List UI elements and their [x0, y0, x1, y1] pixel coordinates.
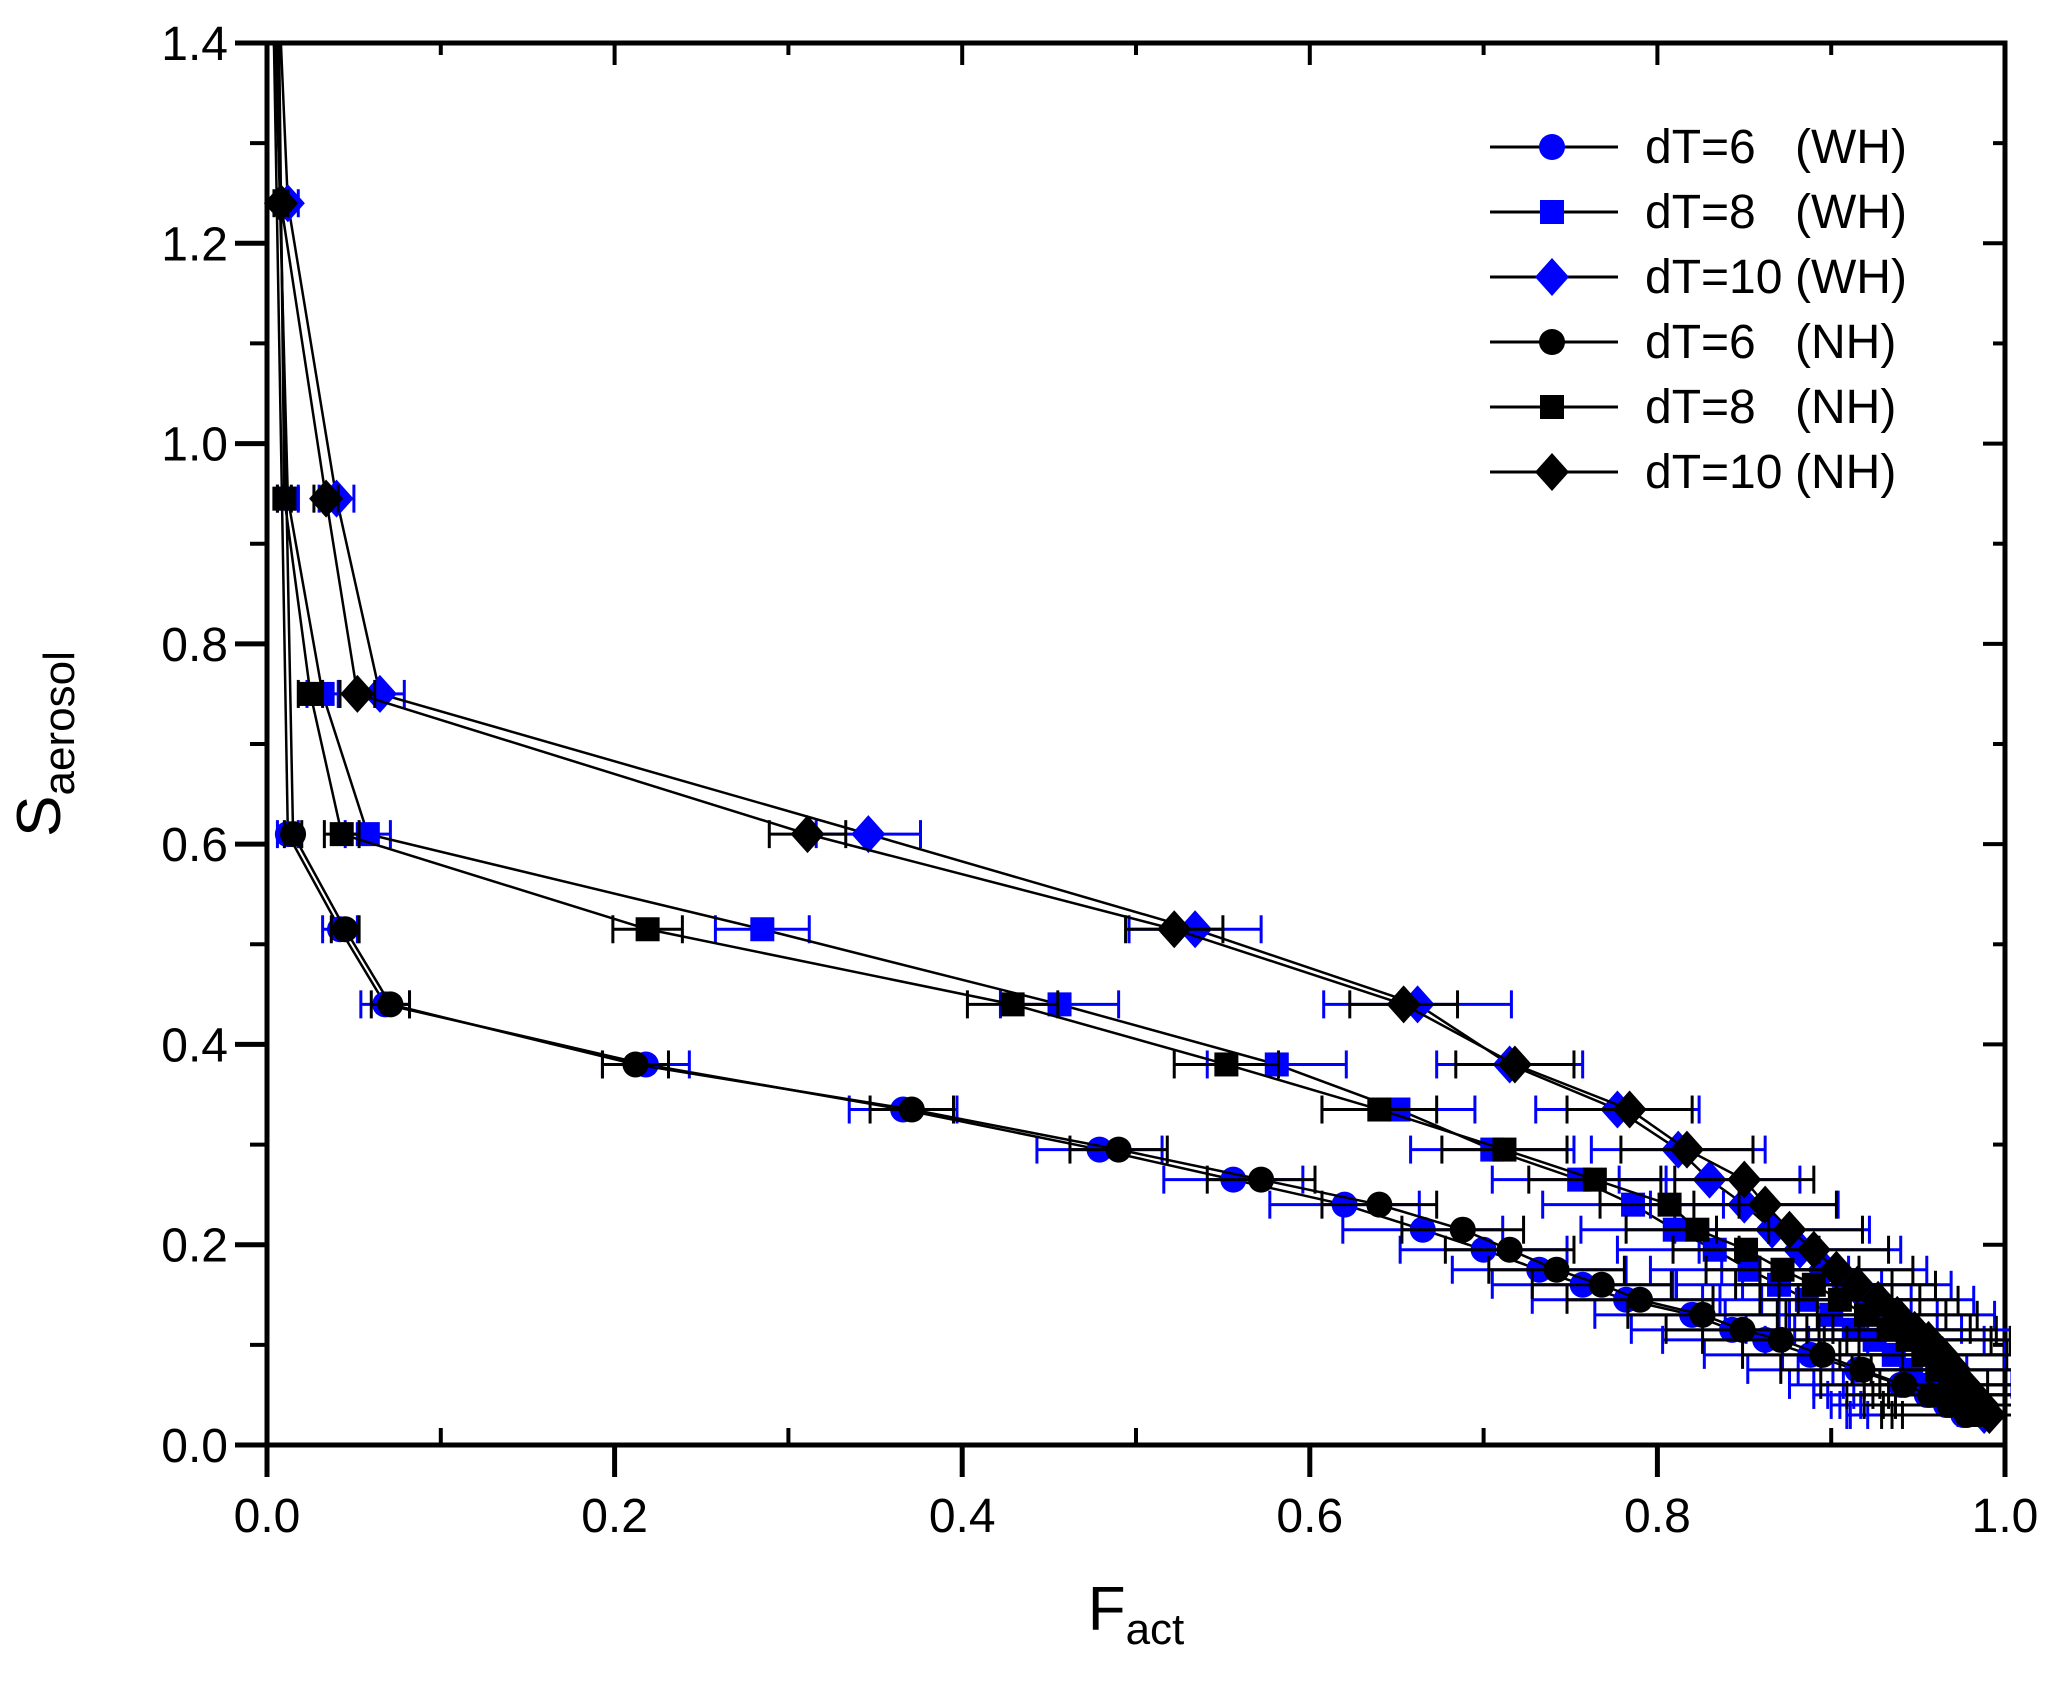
data-point-dT6-NH [1689, 1301, 1716, 1328]
legend-label-dt: dT=8 [1645, 186, 1756, 239]
y-tick-label: 0.2 [161, 1220, 228, 1273]
y-axis-label: Saerosol [5, 651, 84, 837]
legend-label-dt: dT=6 [1645, 121, 1756, 174]
data-point-dT10-NH [1157, 910, 1192, 949]
data-point-dT6-NH [377, 991, 404, 1018]
data-point-dT10-NH [309, 479, 344, 518]
legend-item-dT10-NH: dT=10 (NH) [1490, 446, 1896, 499]
data-point-dT8-WH [750, 917, 775, 942]
data-point-dT6-NH [1809, 1341, 1836, 1368]
data-point-dT10-NH [1386, 985, 1421, 1024]
data-point-dT6-NH [622, 1051, 649, 1078]
legend-label-group: (NH) [1795, 316, 1896, 369]
data-point-dT10-NH [1796, 1230, 1831, 1269]
legend: dT=6 (WH)dT=8 (WH)dT=10 (WH)dT=6 (NH)dT=8 (NH… [1490, 121, 1907, 499]
series-dT6-NH [276, 42, 2011, 1429]
y-tick-label: 1.2 [161, 218, 228, 271]
data-point-dT6-NH [1543, 1256, 1570, 1283]
circle-legend-icon [1539, 329, 1565, 355]
x-tick-label: 0.2 [581, 1490, 648, 1543]
data-point-dT8-NH [1367, 1097, 1392, 1122]
data-point-dT6-NH [1366, 1191, 1393, 1218]
data-point-dT10-NH [340, 674, 375, 713]
x-tick-label: 0.0 [234, 1490, 301, 1543]
legend-label-dt: dT=8 [1645, 381, 1756, 434]
y-tick-label: 0.4 [161, 1019, 228, 1072]
data-point-dT8-NH [272, 486, 297, 511]
diamond-legend-icon [1535, 453, 1569, 491]
legend-label-dt: dT=10 [1645, 446, 1782, 499]
data-point-dT10-NH [1727, 1160, 1762, 1199]
data-point-dT8-NH [1000, 992, 1025, 1017]
x-tick-label: 0.8 [1624, 1490, 1691, 1543]
data-point-dT10-NH [1748, 1185, 1783, 1224]
data-point-dT8-NH [298, 681, 323, 706]
data-point-dT10-NH [1772, 1210, 1807, 1249]
data-point-dT10-NH [1972, 1395, 2007, 1434]
data-point-dT10-WH [851, 815, 886, 854]
data-point-dT10-NH [263, 184, 298, 223]
data-point-dT6-NH [280, 821, 307, 848]
legend-item-dT6-WH: dT=6 (WH) [1490, 121, 1907, 174]
y-tick-label: 0.0 [161, 1420, 228, 1473]
legend-label-group: (NH) [1795, 381, 1896, 434]
data-point-dT8-NH [1685, 1217, 1710, 1242]
y-tick-label: 1.0 [161, 419, 228, 472]
data-point-dT6-NH [332, 916, 359, 943]
legend-label-group: (WH) [1795, 186, 1907, 239]
circle-legend-icon [1539, 134, 1565, 160]
data-point-dT10-NH [790, 815, 825, 854]
legend-label-dt: dT=10 [1645, 251, 1782, 304]
data-point-dT10-NH [1819, 1250, 1854, 1289]
data-point-dT8-NH [1582, 1167, 1607, 1192]
legend-label-group: (WH) [1795, 251, 1907, 304]
x-axis-label: Fact [1088, 1575, 1185, 1654]
data-point-dT10-NH [1612, 1090, 1647, 1129]
data-point-dT6-NH [1496, 1236, 1523, 1263]
y-tick-label: 1.4 [161, 18, 228, 71]
legend-label-dt: dT=6 [1645, 316, 1756, 369]
legend-label-group: (WH) [1795, 121, 1907, 174]
legend-item-dT6-NH: dT=6 (NH) [1490, 316, 1896, 369]
legend-item-dT10-WH: dT=10 (WH) [1490, 251, 1907, 304]
square-legend-icon [1540, 395, 1564, 419]
data-point-dT6-NH [1588, 1271, 1615, 1298]
data-point-dT10-NH [1840, 1265, 1875, 1304]
x-tick-label: 0.6 [1276, 1490, 1343, 1543]
data-point-dT10-NH [1669, 1130, 1704, 1169]
data-point-dT8-NH [329, 822, 354, 847]
data-point-dT8-NH [635, 917, 660, 942]
diamond-legend-icon [1535, 258, 1569, 296]
data-point-dT6-NH [1248, 1166, 1275, 1193]
legend-item-dT8-NH: dT=8 (NH) [1490, 381, 1896, 434]
y-tick-label: 0.8 [161, 619, 228, 672]
data-point-dT8-NH [1657, 1192, 1682, 1217]
y-tick-label: 0.6 [161, 819, 228, 872]
data-point-dT8-NH [1492, 1137, 1517, 1162]
data-point-dT6-NH [898, 1096, 925, 1123]
x-tick-label: 1.0 [1972, 1490, 2039, 1543]
data-point-dT6-NH [1729, 1316, 1756, 1343]
axes: 0.0 0.2 0.4 0.6 0.8 1.0 0.0 0.2 0.4 0.6 0.8 1.0 1.2 1… [5, 18, 2038, 1654]
data-point-dT8-NH [1214, 1052, 1239, 1077]
legend-item-dT8-WH: dT=8 (WH) [1490, 186, 1907, 239]
legend-label-group: (NH) [1795, 446, 1896, 499]
series-dT10-NH [263, 42, 2011, 1434]
data-point-dT6-NH [1627, 1286, 1654, 1313]
x-tick-label: 0.4 [929, 1490, 996, 1543]
data-point-dT10-NH [1497, 1045, 1532, 1084]
data-point-dT6-NH [1767, 1326, 1794, 1353]
data-point-dT6-NH [1105, 1136, 1132, 1163]
data-point-dT6-NH [1449, 1216, 1476, 1243]
square-legend-icon [1540, 200, 1564, 224]
